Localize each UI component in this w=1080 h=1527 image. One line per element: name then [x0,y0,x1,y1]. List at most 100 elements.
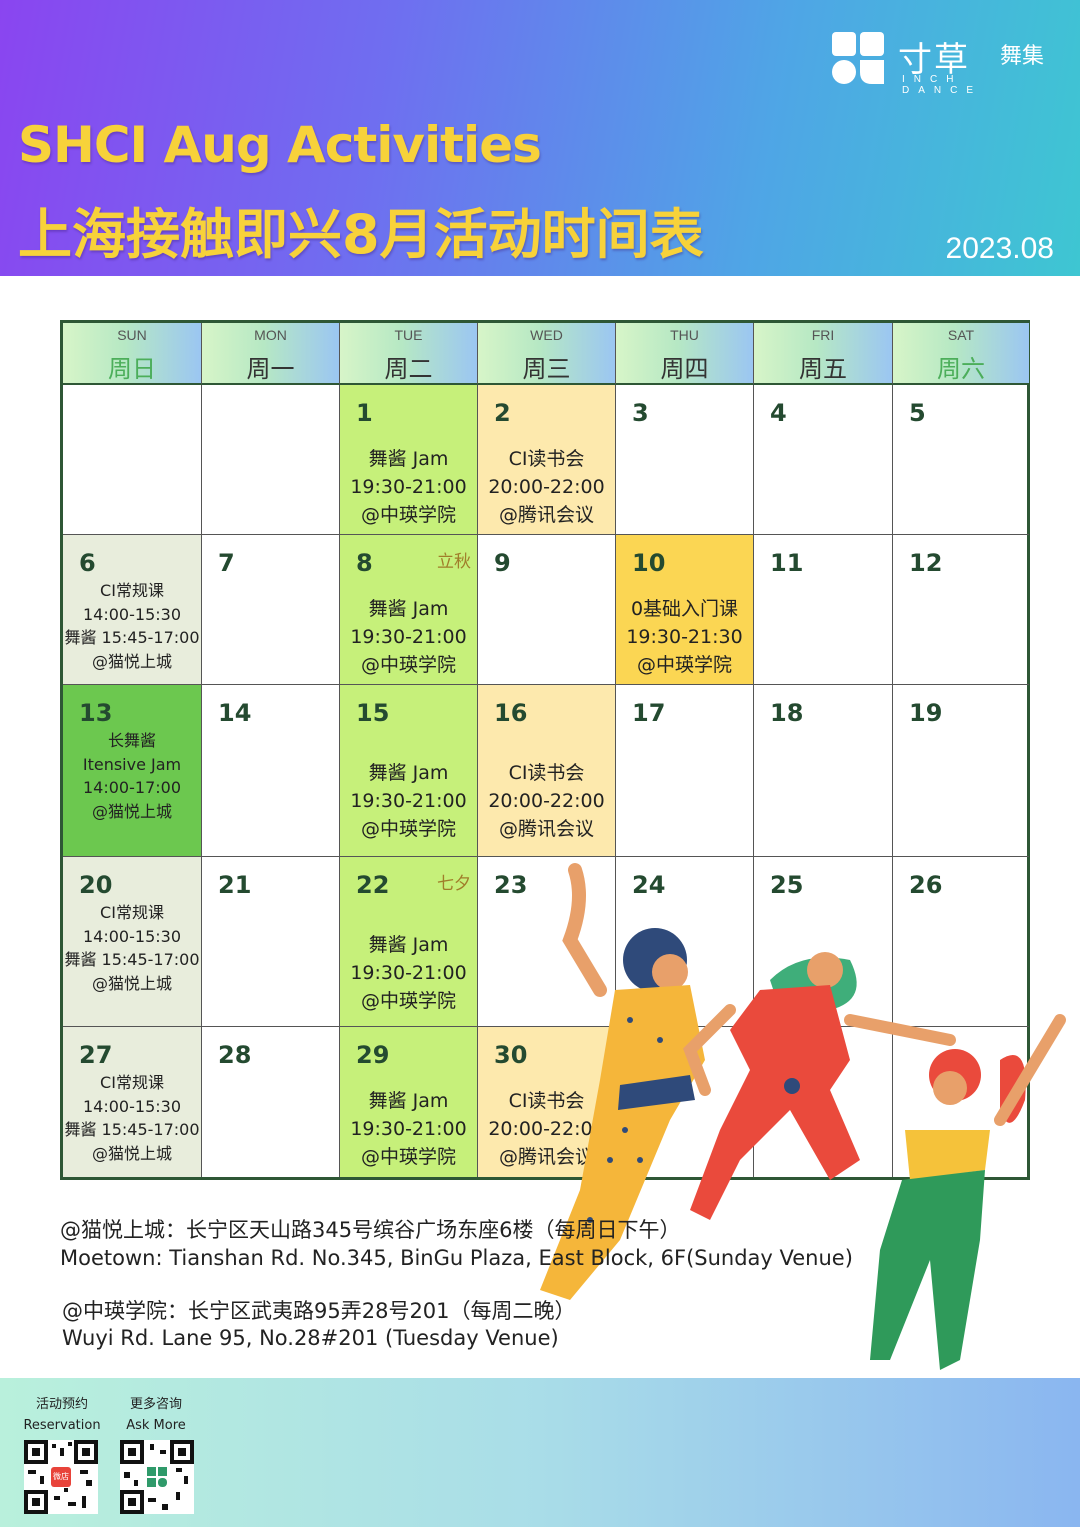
calendar-day-6[interactable]: 6 CI常规课 14:00-15:30 舞酱 15:45-17:00 @猫悦上城 [63,535,202,685]
calendar-day-3: 3 [616,385,754,535]
weekday-en-label: THU [670,327,699,343]
calendar-day-20[interactable]: 20 CI常规课 14:00-15:30 舞酱 15:45-17:00 @猫悦上城 [63,857,202,1027]
event-details: CI读书会 20:00-22:00 @腾讯会议 [478,1087,615,1171]
weekday-en-label: SAT [947,327,975,343]
ask-more-qr-code[interactable] [120,1440,194,1514]
event-line: 舞酱 15:45-17:00 [64,950,200,969]
calendar-day-16[interactable]: 16 CI读书会 20:00-22:00 @腾讯会议 [478,685,616,857]
event-line: 19:30-21:00 [350,790,467,812]
calendar-day-17: 17 [616,685,754,857]
day-number: 9 [494,549,511,577]
calendar-day-29[interactable]: 29 舞酱 Jam 19:30-21:00 @中瑛学院 [340,1027,478,1177]
calendar-day-21: 21 [202,857,340,1027]
event-line: Itensive Jam [82,754,182,774]
calendar-empty-cell [202,385,340,535]
day-number: 12 [909,549,943,577]
calendar-day-10[interactable]: 10 0基础入门课 19:30-21:30 @中瑛学院 [616,535,754,685]
day-number: 5 [909,399,926,427]
weekday-en-label: FRI [811,327,835,343]
event-line: @中瑛学院 [360,990,456,1012]
title-en: SHCI Aug Activities [18,116,542,174]
event-line: @猫悦上城 [91,973,172,993]
event-line: 14:00-15:30 [83,604,181,624]
calendar-day-7: 7 [202,535,340,685]
calendar-day-22[interactable]: 22 七夕 舞酱 Jam 19:30-21:00 @中瑛学院 [340,857,478,1027]
day-number: 28 [218,1041,252,1069]
event-line: @腾讯会议 [498,504,594,526]
venue-zhongying-en: Wuyi Rd. Lane 95, No.28#201 (Tuesday Ven… [62,1326,559,1350]
event-line: 19:30-21:00 [350,962,467,984]
event-details: 舞酱 Jam 19:30-21:00 @中瑛学院 [340,759,477,843]
day-number: 17 [632,699,666,727]
event-line: 19:30-21:30 [626,626,743,648]
event-details: 舞酱 Jam 19:30-21:00 @中瑛学院 [340,445,477,529]
calendar-day-15[interactable]: 15 舞酱 Jam 19:30-21:00 @中瑛学院 [340,685,478,857]
calendar-day-23: 23 [478,857,616,1027]
weekday-header-thu: THU 周四 [616,323,754,385]
day-number: 1 [356,399,373,427]
day-number: 24 [632,871,666,899]
calendar-day-13[interactable]: 13 长舞酱 Itensive Jam 14:00-17:00 @猫悦上城 [63,685,202,857]
calendar-day-9: 9 [478,535,616,685]
event-line: 19:30-21:00 [350,476,467,498]
weekday-en-label: TUE [394,327,423,343]
day-number: 31 [632,1041,666,1069]
event-line: @中瑛学院 [360,818,456,840]
reservation-label: 活动预约 Reservation [12,1394,112,1436]
event-line: @猫悦上城 [91,1143,172,1163]
weekday-cn-label: 周五 [799,355,847,383]
event-line: CI常规课 [100,581,164,600]
calendar-day-1[interactable]: 1 舞酱 Jam 19:30-21:00 @中瑛学院 [340,385,478,535]
event-line: 长舞酱 [107,731,156,750]
logo-cn-text: 寸草 [898,40,970,80]
event-line: 舞酱 15:45-17:00 [64,1120,200,1139]
event-details: CI常规课 14:00-15:30 舞酱 15:45-17:00 @猫悦上城 [63,1071,201,1165]
day-number: 18 [770,699,804,727]
calendar-empty-cell [893,1027,1029,1177]
event-line: 舞酱 Jam [368,762,449,784]
event-line: 20:00-22:00 [488,476,605,498]
calendar-day-25: 25 [754,857,893,1027]
calendar-day-12: 12 [893,535,1029,685]
event-line: 舞酱 Jam [368,934,449,956]
day-number: 27 [79,1041,113,1069]
calendar-day-27[interactable]: 27 CI常规课 14:00-15:30 舞酱 15:45-17:00 @猫悦上城 [63,1027,202,1177]
day-number: 4 [770,399,787,427]
weekday-cn-label: 周四 [660,355,709,383]
reservation-qr-code[interactable]: 微店 [24,1440,98,1514]
calendar-day-2[interactable]: 2 CI读书会 20:00-22:00 @腾讯会议 [478,385,616,535]
event-details: 长舞酱 Itensive Jam 14:00-17:00 @猫悦上城 [63,729,201,823]
calendar-empty-cell [754,1027,893,1177]
event-line: @腾讯会议 [498,1146,594,1168]
ask-more-label-en: Ask More [126,1418,186,1433]
venue-moetown-en: Moetown: Tianshan Rd. No.345, BinGu Plaz… [60,1246,853,1270]
event-line: @猫悦上城 [91,801,172,821]
event-line: 19:30-21:00 [350,1118,467,1140]
calendar-day-11: 11 [754,535,893,685]
calendar-day-5: 5 [893,385,1029,535]
day-number: 22 [356,871,390,899]
weekday-cn-label: 周六 [937,355,985,383]
weekday-cn-label: 周二 [384,355,433,383]
day-number: 11 [770,549,804,577]
event-line: CI读书会 [508,762,585,784]
weekday-header-mon: MON 周一 [202,323,340,385]
calendar-day-26: 26 [893,857,1029,1027]
weekday-en-label: MON [254,327,287,343]
event-line: CI常规课 [100,903,164,922]
event-details: 0基础入门课 19:30-21:30 @中瑛学院 [616,595,753,679]
day-number: 7 [218,549,235,577]
weekday-header-sun: SUN 周日 [63,323,202,385]
venue-zhongying-cn: @中瑛学院：长宁区武夷路95弄28号201（每周二晚） [62,1299,576,1323]
weekday-en-label: SUN [117,327,147,343]
event-line: CI读书会 [508,1090,585,1112]
day-number: 23 [494,871,528,899]
festival-label: 立秋 [437,552,471,572]
weekday-header-tue: TUE 周二 [340,323,478,385]
calendar-day-30[interactable]: 30 CI读书会 20:00-22:00 @腾讯会议 [478,1027,616,1177]
day-number: 14 [218,699,252,727]
day-number: 20 [79,871,113,899]
calendar-day-8[interactable]: 8 立秋 舞酱 Jam 19:30-21:00 @中瑛学院 [340,535,478,685]
day-number: 26 [909,871,943,899]
event-details: 舞酱 Jam 19:30-21:00 @中瑛学院 [340,931,477,1015]
